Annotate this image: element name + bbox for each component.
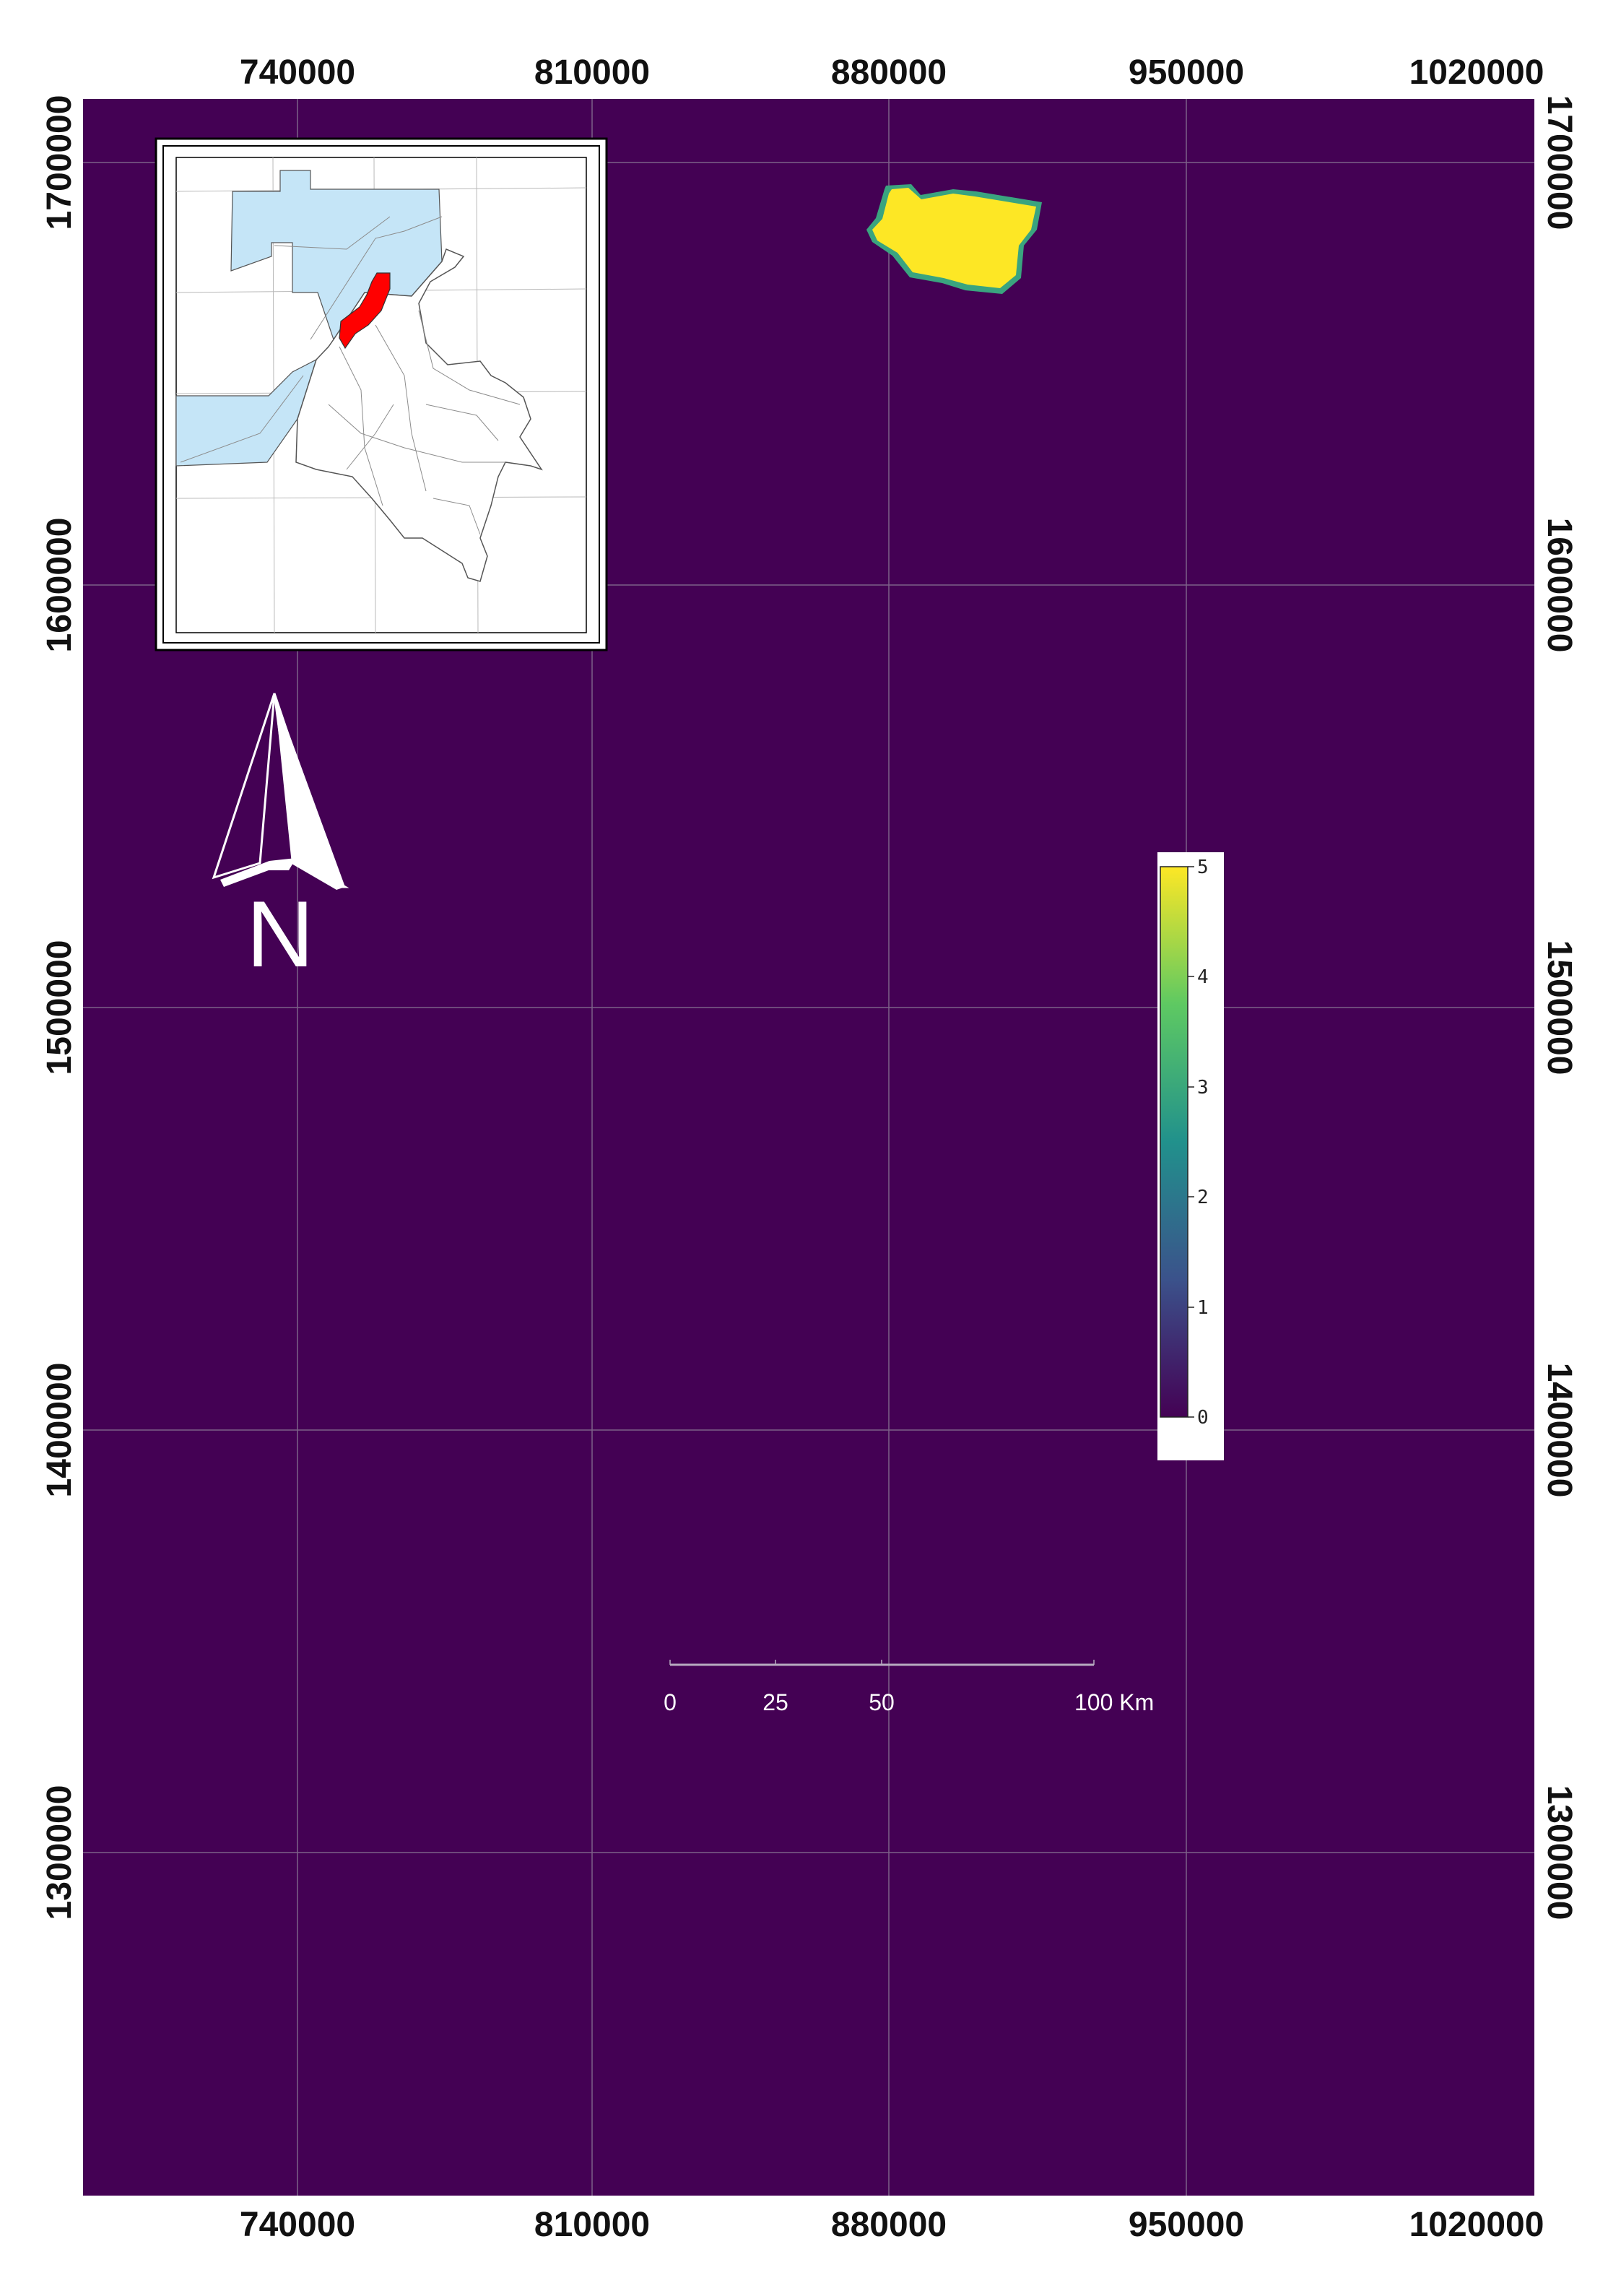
x-tick-bottom-880000: 880000 (831, 2206, 947, 2244)
scale-label-0: 0 (664, 1689, 677, 1715)
colorbar-tick-3: 3 (1197, 1077, 1209, 1099)
x-tick-top-950000: 950000 (1129, 53, 1244, 92)
colorbar-tick-1: 1 (1197, 1297, 1209, 1319)
colorbar-ramp (1160, 866, 1188, 1418)
y-tick-left-1700000: 1700000 (40, 95, 79, 230)
x-tick-bottom-740000: 740000 (240, 2206, 355, 2244)
y-tick-right-1300000: 1300000 (1540, 1785, 1578, 1920)
x-tick-bottom-1020000: 1020000 (1409, 2206, 1544, 2244)
y-tick-left-1600000: 1600000 (40, 518, 79, 653)
inset-highlight-region (339, 272, 391, 350)
raster-feature-core (872, 188, 1036, 288)
north-arrow-label: N (246, 881, 314, 987)
y-tick-right-1700000: 1700000 (1540, 95, 1578, 230)
scale-label-25: 25 (762, 1689, 788, 1715)
x-tick-top-740000: 740000 (240, 53, 355, 92)
north-arrow: N (212, 693, 349, 987)
y-axis-left: 1700000 1600000 1500000 1400000 1300000 (40, 95, 79, 1920)
north-arrow-base (220, 858, 296, 887)
x-tick-top-880000: 880000 (831, 53, 947, 92)
y-tick-right-1500000: 1500000 (1540, 940, 1578, 1075)
x-tick-bottom-810000: 810000 (534, 2206, 650, 2244)
y-tick-left-1300000: 1300000 (40, 1785, 79, 1920)
scale-bar: 0 25 50 100 Km (664, 1660, 1154, 1715)
inset-map (155, 137, 608, 651)
colorbar-legend: 5 4 3 2 1 0 (1157, 852, 1224, 1460)
x-tick-top-810000: 810000 (534, 53, 650, 92)
y-tick-right-1400000: 1400000 (1540, 1363, 1578, 1498)
raster-feature (866, 184, 1042, 294)
colorbar-tick-5: 5 (1197, 857, 1209, 878)
x-axis-top: 740000 810000 880000 950000 1020000 (240, 53, 1544, 92)
x-tick-top-1020000: 1020000 (1409, 53, 1544, 92)
colorbar-tick-0: 0 (1197, 1407, 1209, 1429)
scale-label-50: 50 (869, 1689, 895, 1715)
y-tick-left-1500000: 1500000 (40, 940, 79, 1075)
scale-label-100: 100 Km (1074, 1689, 1154, 1715)
colorbar-tick-2: 2 (1197, 1187, 1209, 1208)
y-axis-right: 1700000 1600000 1500000 1400000 1300000 (1540, 95, 1578, 1920)
colorbar-tick-4: 4 (1197, 966, 1209, 988)
x-tick-bottom-950000: 950000 (1129, 2206, 1244, 2244)
x-axis-bottom: 740000 810000 880000 950000 1020000 (240, 2206, 1544, 2244)
north-arrow-left (212, 693, 276, 880)
y-tick-left-1400000: 1400000 (40, 1363, 79, 1498)
north-arrow-right-body (274, 693, 345, 890)
y-tick-right-1600000: 1600000 (1540, 518, 1578, 653)
